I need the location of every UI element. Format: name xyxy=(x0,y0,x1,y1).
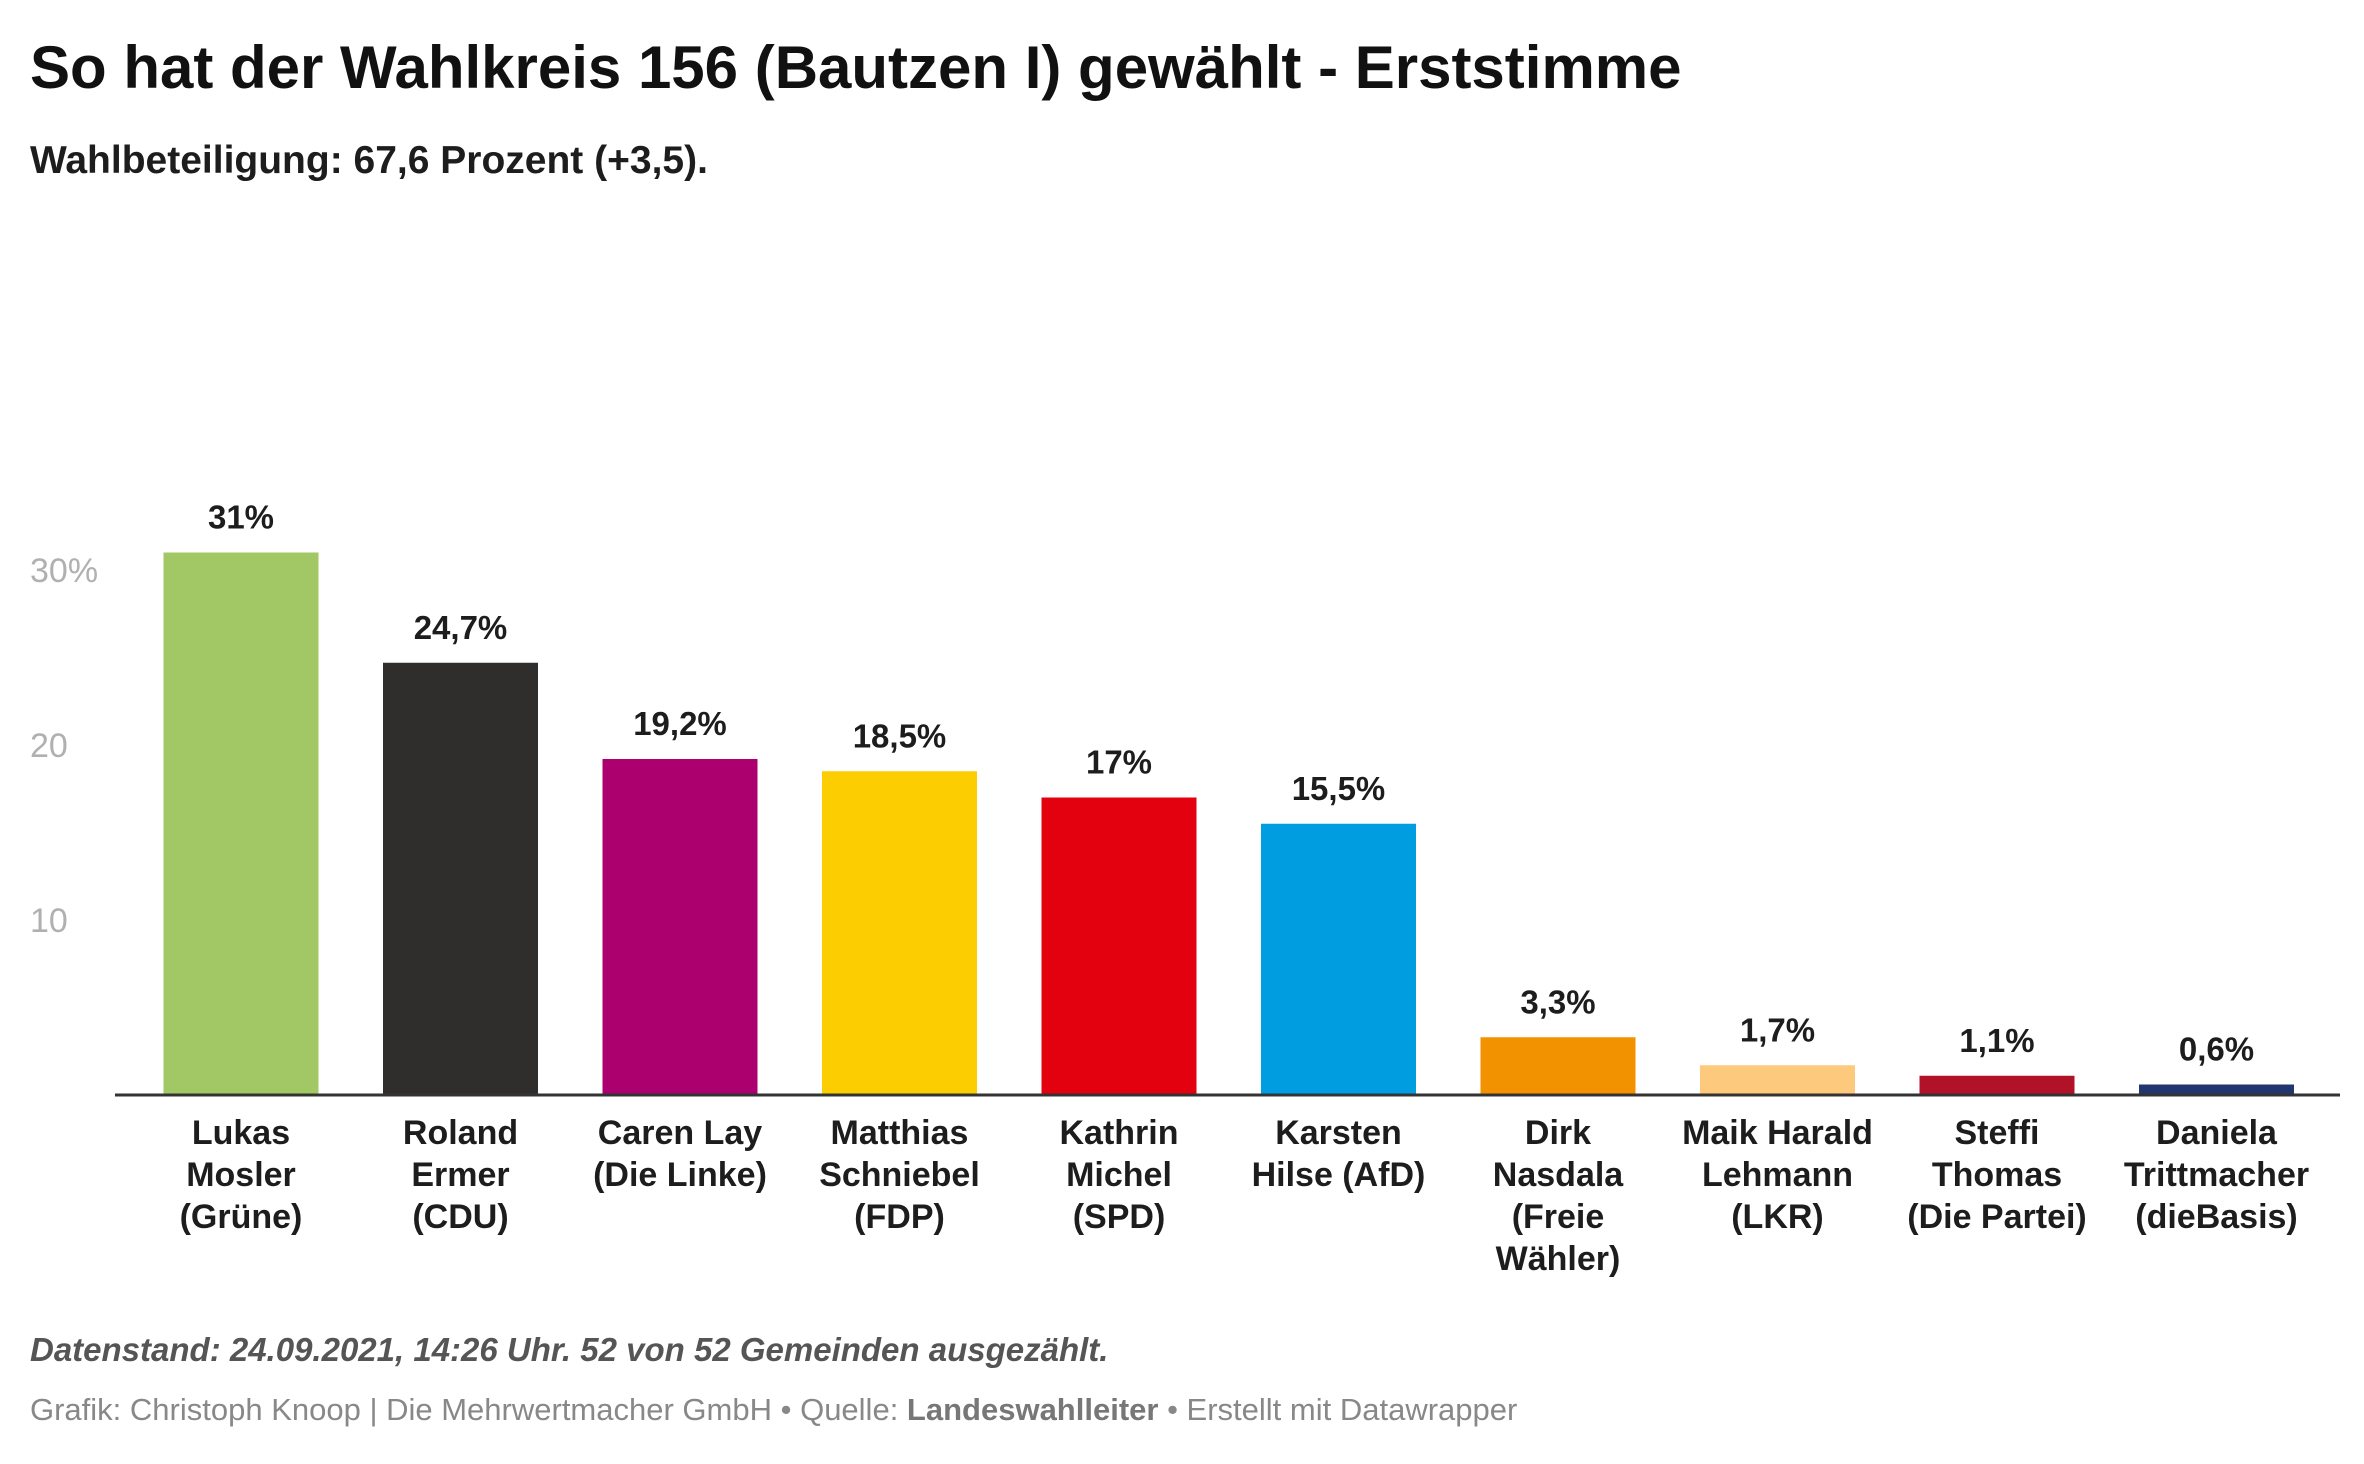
x-category-label: Lukas Mosler (Grüne) xyxy=(180,1114,303,1236)
x-category-label: Matthias Schniebel (FDP) xyxy=(819,1114,980,1236)
bar xyxy=(2139,1084,2294,1095)
data-status-note: Datenstand: 24.09.2021, 14:26 Uhr. 52 vo… xyxy=(30,1331,1109,1368)
x-category-label: Karsten Hilse (AfD) xyxy=(1252,1114,1426,1194)
source-link[interactable]: Landeswahlleiter xyxy=(906,1392,1159,1427)
source-prefix: Quelle: xyxy=(800,1392,907,1427)
x-category-label: Caren Lay (Die Linke) xyxy=(593,1114,767,1194)
bar-value-label: 3,3% xyxy=(1520,983,1595,1020)
x-category-label: Maik Harald Lehmann (LKR) xyxy=(1682,1114,1873,1236)
x-category-label: Kathrin Michel (SPD) xyxy=(1060,1114,1179,1236)
bar xyxy=(1919,1075,2075,1095)
y-tick-label: 30% xyxy=(30,552,98,590)
bar-value-label: 1,1% xyxy=(1959,1022,2034,1059)
bar xyxy=(163,552,319,1095)
bar xyxy=(602,759,758,1095)
y-tick-label: 20 xyxy=(30,727,68,765)
bar-value-label: 15,5% xyxy=(1292,770,1386,807)
bar-value-label: 24,7% xyxy=(414,609,508,646)
separator-2: • xyxy=(1158,1392,1187,1427)
bar xyxy=(1041,797,1197,1095)
footer: Grafik: Christoph Knoop | Die Mehrwertma… xyxy=(30,1388,1517,1432)
bar-value-label: 18,5% xyxy=(853,717,947,754)
chart-title: So hat der Wahlkreis 156 (Bautzen I) gew… xyxy=(30,34,1682,101)
bar-value-label: 1,7% xyxy=(1740,1011,1815,1048)
bar-chart: 10 20 30% 31% Lukas Mosler (Grüne) 24,7% Roland E… xyxy=(30,499,2340,1278)
bar-value-label: 19,2% xyxy=(633,705,727,742)
x-category-label: Daniela Trittmacher (dieBasis) xyxy=(2124,1114,2309,1236)
y-tick-label: 10 xyxy=(30,902,68,940)
separator-1: • xyxy=(771,1392,801,1427)
x-category-label: Roland Ermer (CDU) xyxy=(403,1114,518,1236)
bar xyxy=(1480,1037,1636,1095)
bar xyxy=(1700,1065,1855,1095)
bar-value-label: 17% xyxy=(1086,744,1152,781)
graphic-credit: Grafik: Christoph Knoop | Die Mehrwertma… xyxy=(30,1392,772,1427)
created-with: Erstellt mit Datawrapper xyxy=(1186,1392,1518,1427)
bar xyxy=(822,771,977,1095)
bar-value-label: 31% xyxy=(208,499,274,536)
bar xyxy=(383,662,538,1095)
x-category-label: Steffi Thomas (Die Partei) xyxy=(1907,1114,2087,1236)
x-category-label: Dirk Nasdala (Freie Wähler) xyxy=(1493,1114,1624,1278)
chart-subtitle: Wahlbeteiligung: 67,6 Prozent (+3,5). xyxy=(30,139,708,182)
bar xyxy=(1261,823,1416,1095)
bar-value-label: 0,6% xyxy=(2179,1031,2254,1068)
